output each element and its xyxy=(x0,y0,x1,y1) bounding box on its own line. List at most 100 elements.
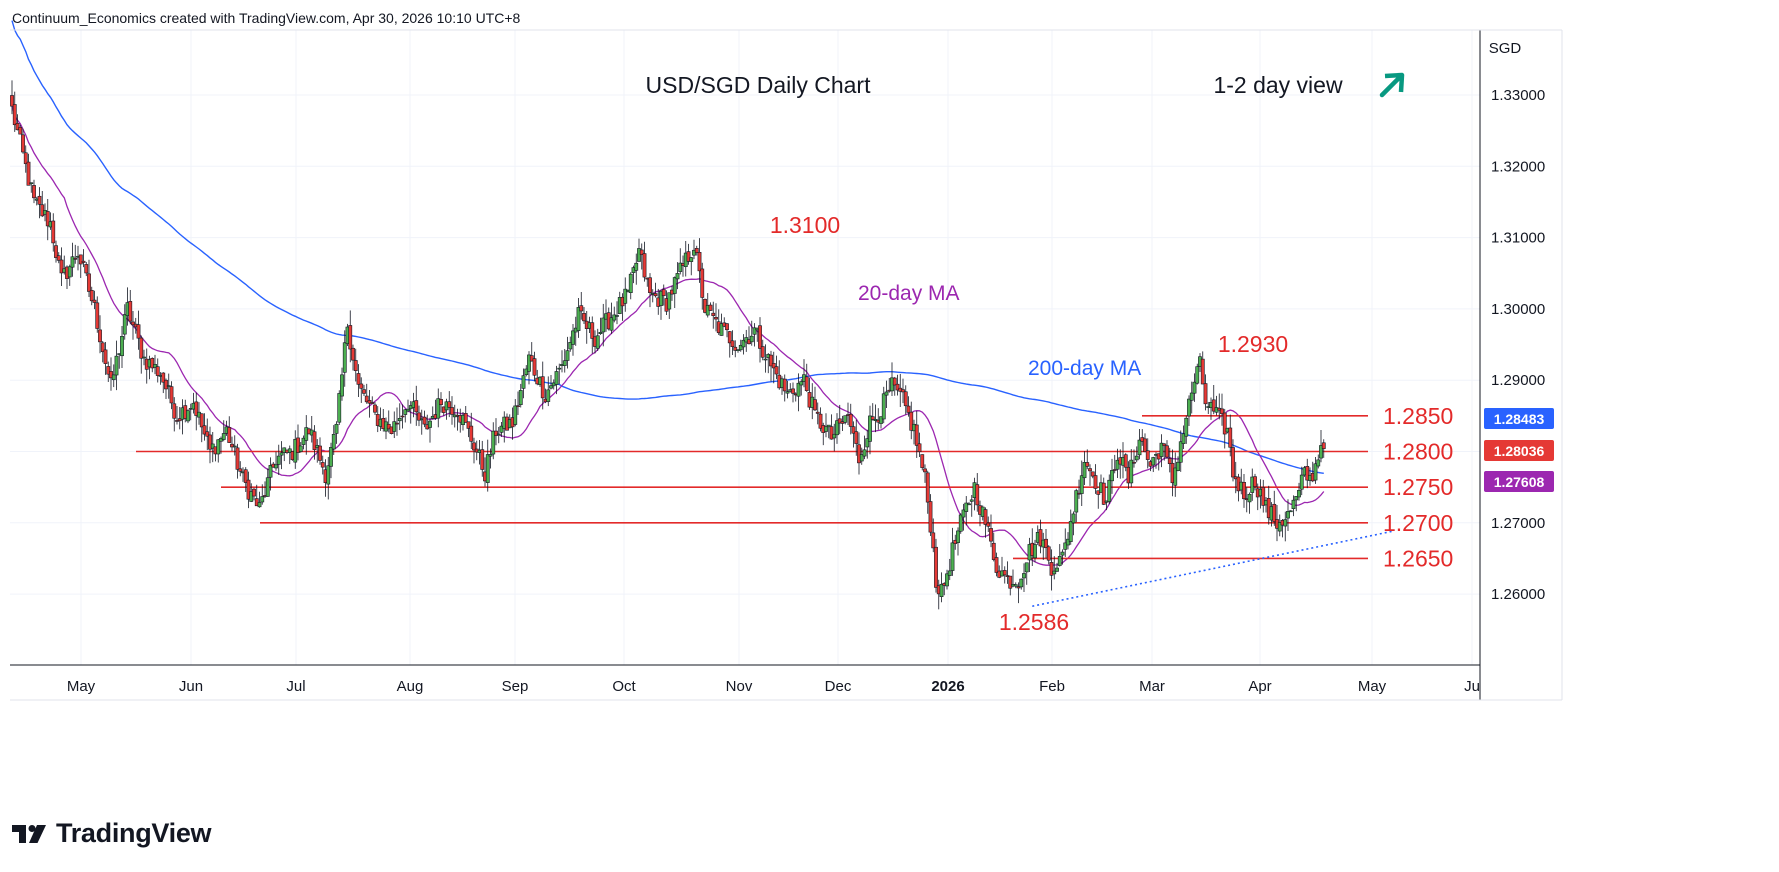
candle-body xyxy=(730,340,735,348)
candle-body xyxy=(232,445,237,448)
candle-body xyxy=(1288,510,1293,513)
candle-body xyxy=(1286,511,1290,519)
candle-body xyxy=(554,371,559,385)
candle-body xyxy=(917,443,922,453)
candle-body xyxy=(392,421,397,432)
candle-body xyxy=(37,195,42,205)
candle-body xyxy=(771,362,776,369)
candle-body xyxy=(906,405,911,413)
candle-body xyxy=(1228,427,1233,448)
candle-body xyxy=(925,472,930,503)
candle-body xyxy=(276,455,281,465)
candle-body xyxy=(480,449,485,470)
candle-body xyxy=(1088,468,1092,472)
y-tick-label: 1.26000 xyxy=(1491,586,1545,603)
candle-body xyxy=(1165,445,1169,458)
ma-200-line xyxy=(11,20,1324,474)
candle-body xyxy=(1074,490,1079,513)
candle-body xyxy=(274,464,278,469)
candle-body xyxy=(114,355,119,376)
candle-body xyxy=(172,403,177,419)
candle-body xyxy=(1110,470,1114,482)
price-badge-label: 1.27608 xyxy=(1494,474,1545,490)
candle-body xyxy=(945,573,949,587)
candle-body xyxy=(370,402,375,404)
candle-body xyxy=(287,448,292,453)
level-label-1-2750: 1.2750 xyxy=(1383,474,1453,500)
candle-body xyxy=(1063,542,1068,550)
candle-body xyxy=(736,349,740,351)
candle-body xyxy=(529,355,534,362)
candle-body xyxy=(216,439,221,455)
candle-body xyxy=(54,245,58,258)
ma-200-polyline xyxy=(11,20,1324,474)
candle-body xyxy=(1090,471,1095,477)
candle-body xyxy=(439,399,443,405)
candle-body xyxy=(1176,461,1180,471)
candle-body xyxy=(623,288,628,304)
candle-body xyxy=(1178,441,1183,463)
tradingview-logo[interactable]: TradingView xyxy=(12,818,212,849)
candle-body xyxy=(1283,519,1288,527)
candle-body xyxy=(1013,584,1018,587)
candle-body xyxy=(32,185,36,199)
candle-body xyxy=(257,502,262,508)
candle-body xyxy=(21,134,25,153)
x-tick-label: Jun xyxy=(179,678,203,695)
candle-body xyxy=(1115,459,1120,470)
candle-body xyxy=(436,398,441,419)
level-label-1-2700: 1.2700 xyxy=(1383,510,1453,536)
candle-body xyxy=(312,431,317,450)
candle-body xyxy=(359,383,364,389)
arrow-head xyxy=(1384,72,1405,93)
candle-body xyxy=(1071,513,1076,524)
candle-body xyxy=(318,445,322,461)
candle-body xyxy=(362,389,366,394)
candle-body xyxy=(348,325,353,350)
candle-body xyxy=(1231,447,1235,478)
candle-body xyxy=(601,317,606,333)
candle-body xyxy=(238,468,243,472)
candle-body xyxy=(450,407,454,415)
candle-body xyxy=(1319,445,1323,459)
annotation-1-2586: 1.2586 xyxy=(999,609,1069,635)
candle-body xyxy=(1189,392,1194,401)
candle-body xyxy=(923,468,927,473)
candle-body xyxy=(648,277,652,293)
candle-body xyxy=(829,426,834,440)
x-tick-label: Oct xyxy=(612,678,636,695)
candle-body xyxy=(488,454,493,457)
x-tick-label: Mar xyxy=(1139,678,1165,695)
candle-body xyxy=(1187,398,1191,417)
candle-body xyxy=(202,425,207,435)
candle-body xyxy=(1272,503,1277,522)
candle-body xyxy=(986,522,991,527)
candle-body xyxy=(1134,455,1139,461)
candle-body xyxy=(400,415,405,418)
candle-body xyxy=(582,313,586,322)
candle-body xyxy=(1033,544,1037,559)
candle-body xyxy=(824,426,828,432)
candle-body xyxy=(969,499,974,502)
candle-body xyxy=(1277,522,1282,532)
candle-body xyxy=(279,452,284,456)
candle-body xyxy=(1046,546,1051,561)
candle-body xyxy=(1085,462,1090,467)
candle-body xyxy=(958,514,963,532)
candle-body xyxy=(1008,575,1013,589)
candle-body xyxy=(576,307,581,331)
candle-body xyxy=(1143,438,1147,453)
candle-body xyxy=(686,251,691,262)
bullish-arrow-icon xyxy=(1379,72,1405,98)
candle-body xyxy=(301,437,306,445)
candle-body xyxy=(1181,433,1186,444)
candle-body xyxy=(1316,459,1321,467)
candle-body xyxy=(199,413,204,428)
candle-body xyxy=(337,393,342,423)
price-badge-0: 1.28483 xyxy=(1484,408,1554,429)
candle-body xyxy=(1297,490,1301,498)
candle-body xyxy=(1151,457,1156,466)
x-tick-label: Feb xyxy=(1039,678,1065,695)
candle-body xyxy=(1082,462,1087,479)
